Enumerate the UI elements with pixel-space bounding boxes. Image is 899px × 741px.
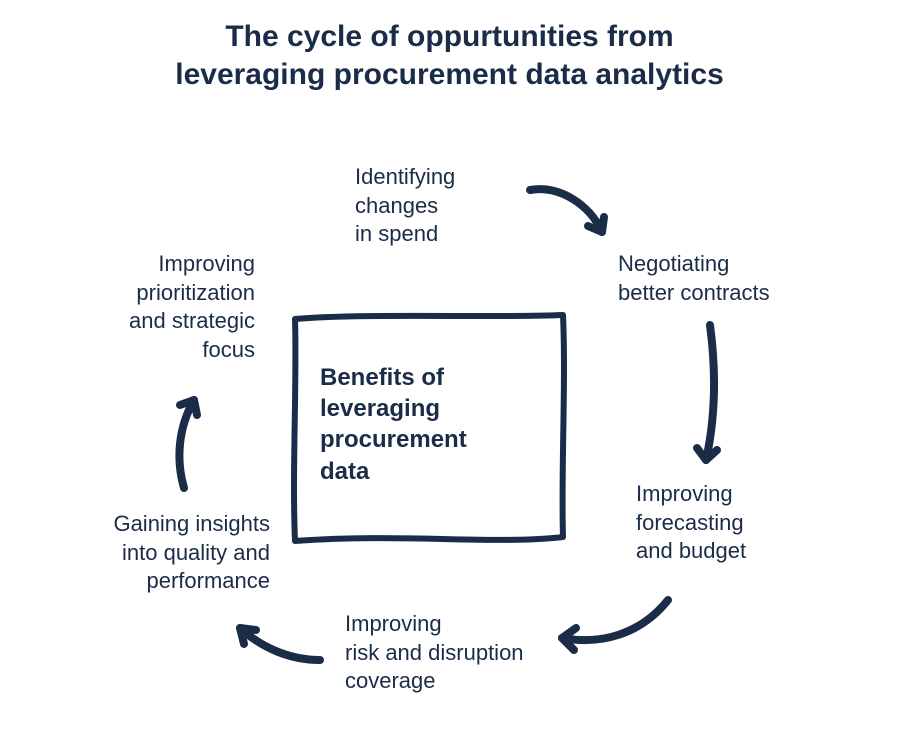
node-identifying: Identifying changes in spend — [355, 163, 455, 249]
node-forecasting: Improving forecasting and budget — [636, 480, 746, 566]
arrow-a4 — [240, 628, 320, 660]
title-line2: leveraging procurement data analytics — [175, 58, 724, 91]
node-forecasting-line2: forecasting — [636, 510, 744, 535]
arrowhead-a3 — [562, 628, 576, 650]
node-identifying-line1: Identifying — [355, 164, 455, 189]
node-identifying-line3: in spend — [355, 221, 438, 246]
center-line1: Benefits of — [320, 364, 444, 391]
node-risk-line3: coverage — [345, 668, 436, 693]
page-title: The cycle of oppurtunities from leveragi… — [0, 18, 899, 93]
arrowhead-a2 — [697, 448, 717, 460]
center-line2: leveraging — [320, 395, 440, 422]
node-prioritization-line2: prioritization — [136, 280, 255, 305]
node-forecasting-line3: and budget — [636, 538, 746, 563]
arrow-a2 — [706, 325, 714, 460]
node-prioritization-line1: Improving — [158, 251, 255, 276]
node-quality-line2: into quality and — [122, 540, 270, 565]
arrowhead-a4 — [240, 628, 256, 644]
node-negotiating-line1: Negotiating — [618, 251, 729, 276]
node-quality-line3: performance — [146, 568, 270, 593]
arrowhead-a1 — [588, 217, 604, 232]
node-quality-line1: Gaining insights — [113, 511, 270, 536]
center-line4: data — [320, 458, 369, 485]
node-risk: Improving risk and disruption coverage — [345, 610, 524, 696]
arrowhead-a5 — [180, 400, 197, 415]
node-negotiating: Negotiating better contracts — [618, 250, 770, 307]
center-line3: procurement — [320, 426, 467, 453]
node-negotiating-line2: better contracts — [618, 280, 770, 305]
node-risk-line1: Improving — [345, 611, 442, 636]
arrow-a5 — [179, 400, 194, 488]
node-quality: Gaining insights into quality and performa… — [60, 510, 270, 596]
node-forecasting-line1: Improving — [636, 481, 733, 506]
center-box-text: Benefits of leveraging procurement data — [320, 362, 467, 487]
title-line1: The cycle of oppurtunities from — [225, 20, 673, 53]
arrow-a1 — [530, 189, 602, 232]
node-prioritization: Improving prioritization and strategic focu… — [85, 250, 255, 364]
node-risk-line2: risk and disruption — [345, 640, 524, 665]
node-prioritization-line3: and strategic — [129, 308, 255, 333]
arrow-a3 — [562, 600, 668, 640]
node-prioritization-line4: focus — [202, 337, 255, 362]
node-identifying-line2: changes — [355, 193, 438, 218]
